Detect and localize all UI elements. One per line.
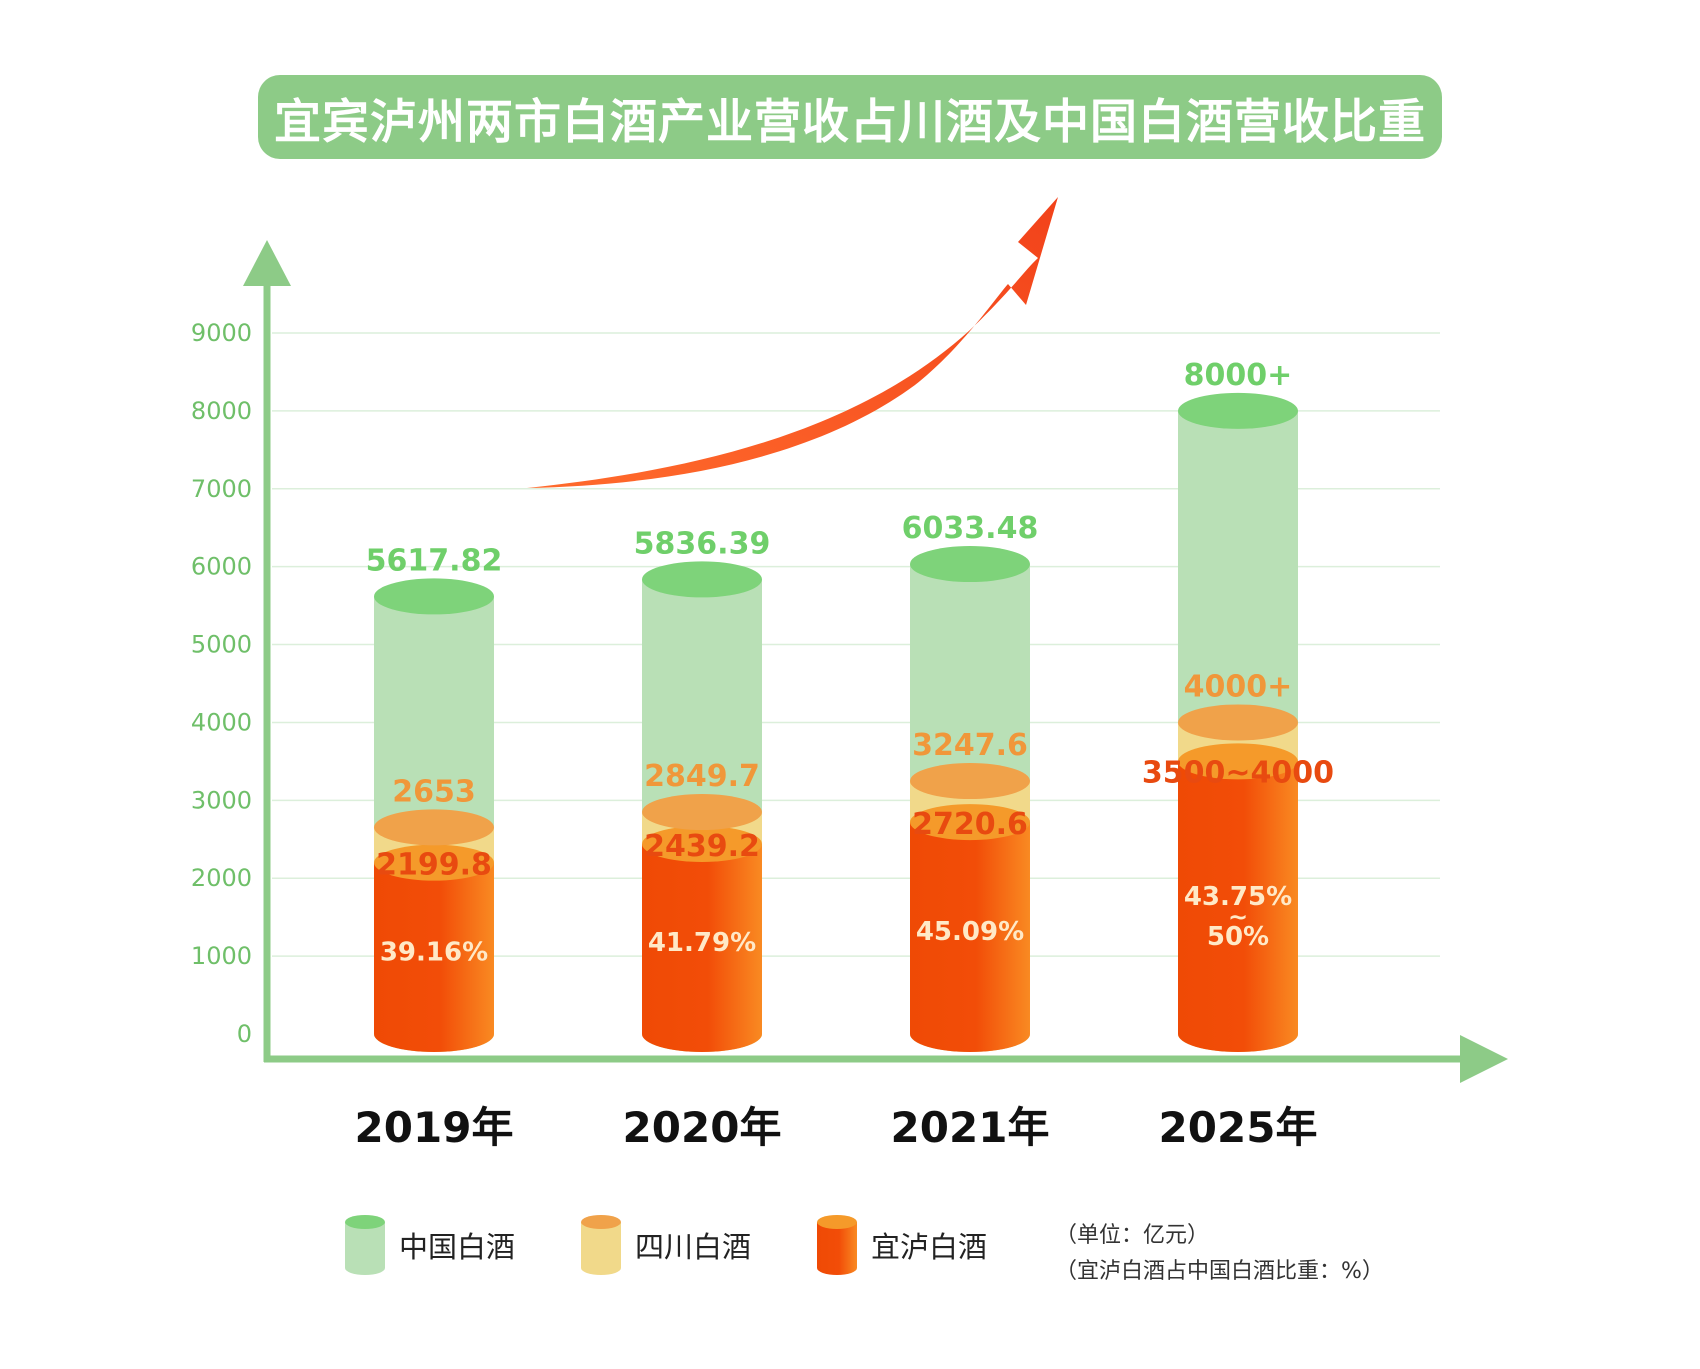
legend-label: 四川白酒 [635, 1230, 752, 1264]
y-tick-label: 8000 [191, 397, 252, 425]
data-label-yilu: 2720.6 [912, 807, 1028, 842]
y-tick-label: 0 [237, 1020, 252, 1048]
bar-yilu [910, 822, 1030, 1052]
bars-layer [374, 392, 1298, 1052]
data-label-sichuan: 2849.7 [644, 759, 760, 794]
x-category-label: 2019年 [355, 1103, 514, 1152]
x-category-label: 2020年 [623, 1103, 782, 1152]
share-label: 41.79% [648, 928, 756, 958]
bar-yilu [374, 862, 494, 1052]
y-axis-arrowhead [243, 240, 291, 286]
y-tick-label: 3000 [191, 786, 252, 814]
share-label: 50% [1207, 922, 1269, 952]
cylinder-icon [581, 1215, 621, 1275]
bar-yilu [1178, 761, 1298, 1052]
share-label: ~ [1228, 903, 1248, 931]
share-note: （宜泸白酒占中国白酒比重：%） [1055, 1259, 1384, 1284]
data-label-china: 5836.39 [634, 526, 771, 561]
cylinder-icon [817, 1215, 857, 1275]
chart-title: 宜宾泸州两市白酒产业营收占川酒及中国白酒营收比重 [274, 94, 1426, 150]
axis-layer: 0 1000 2000 3000 4000 5000 6000 7000 8000 9000 [191, 240, 1508, 1083]
title-banner: 宜宾泸州两市白酒产业营收占川酒及中国白酒营收比重 [258, 75, 1442, 159]
bar-yilu-top [910, 804, 1030, 841]
data-label-sichuan: 3247.6 [912, 728, 1028, 763]
bar-china-top [910, 546, 1030, 583]
y-tick-label: 7000 [191, 475, 252, 503]
data-label-yilu: 3500~4000 [1142, 755, 1334, 790]
share-label: 39.16% [380, 937, 488, 967]
y-tick-label: 6000 [191, 553, 252, 581]
y-tick-label: 1000 [191, 942, 252, 970]
bar-china-top [642, 561, 762, 598]
data-label-yilu: 2199.8 [376, 848, 492, 883]
legend-item-sichuan: 四川白酒 [581, 1215, 751, 1275]
data-label-sichuan: 4000+ [1184, 669, 1293, 704]
x-axis-arrowhead [1460, 1035, 1508, 1083]
bar-yilu-top [374, 844, 494, 881]
trend-arrow-shape [527, 197, 1058, 488]
bar-sichuan-top [1178, 704, 1298, 741]
share-label: 45.09% [916, 917, 1024, 947]
y-tick-label: 4000 [191, 708, 252, 736]
y-tick-label: 5000 [191, 631, 252, 659]
legend-label: 宜泸白酒 [871, 1230, 988, 1264]
unit-notes: （单位：亿元） （宜泸白酒占中国白酒比重：%） [1055, 1218, 1384, 1290]
bar-china-top [374, 578, 494, 615]
bar-yilu-top [1178, 743, 1298, 780]
x-category-label: 2025年 [1159, 1103, 1318, 1152]
trend-arrow [527, 197, 1058, 488]
y-tick-label: 9000 [191, 319, 252, 347]
legend-item-yilu: 宜泸白酒 [817, 1215, 987, 1275]
legend-item-china: 中国白酒 [345, 1215, 515, 1275]
data-label-china: 6033.48 [902, 511, 1039, 546]
labels-layer: 5617.82 2653 2199.8 39.16% 2019年 5836.39 2849.… [355, 358, 1335, 1152]
y-tick-label: 2000 [191, 864, 252, 892]
data-label-yilu: 2439.2 [644, 829, 760, 864]
bar-sichuan-top [374, 809, 494, 846]
data-label-china: 5617.82 [366, 543, 503, 578]
cylinder-icon [345, 1215, 385, 1275]
bar-yilu [642, 844, 762, 1052]
legend-label: 中国白酒 [399, 1230, 516, 1264]
data-label-sichuan: 2653 [392, 774, 476, 809]
legend: 中国白酒 四川白酒 宜泸白酒 [345, 1215, 1445, 1285]
share-label: 43.75% [1184, 882, 1292, 912]
bar-sichuan-top [642, 794, 762, 831]
data-label-china: 8000+ [1184, 358, 1293, 393]
bar-sichuan-top [910, 763, 1030, 800]
bar-china-top [1178, 392, 1298, 429]
bar-yilu-top [642, 826, 762, 863]
unit-note: （单位：亿元） [1055, 1223, 1210, 1248]
x-category-label: 2021年 [891, 1103, 1050, 1152]
